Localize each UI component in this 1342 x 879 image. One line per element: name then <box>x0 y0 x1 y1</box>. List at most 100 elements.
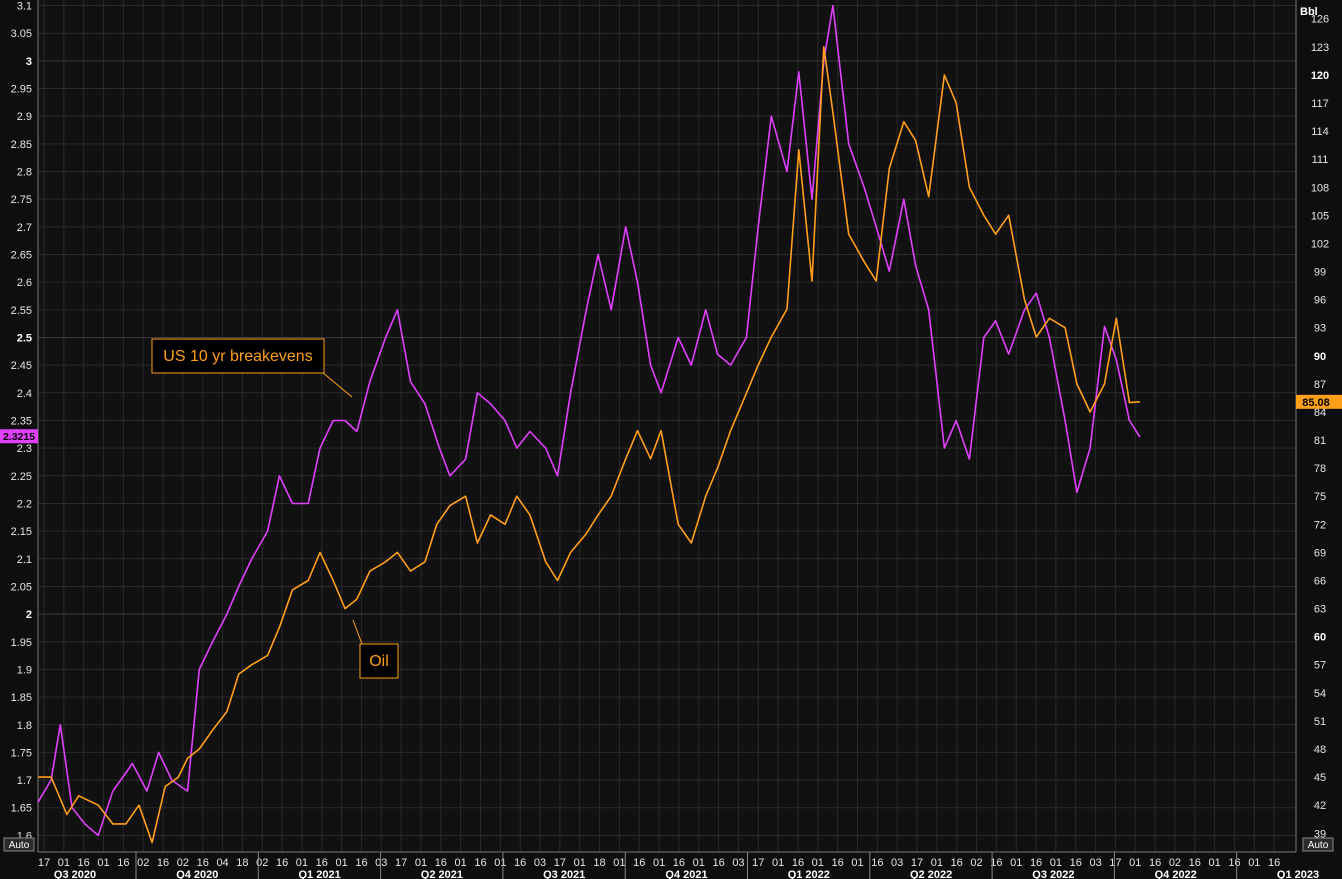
quarter-label: Q2 2022 <box>910 869 952 879</box>
x-tick-label: 17 <box>752 857 764 869</box>
x-tick-label: 17 <box>395 857 407 869</box>
quarter-label: Q4 2020 <box>176 869 218 879</box>
left-tick-label: 2.6 <box>17 277 32 289</box>
left-tick-label: 3 <box>26 56 32 68</box>
left-tick-label: 2.55 <box>11 305 32 317</box>
left-tick-label: 1.7 <box>17 775 32 787</box>
oil-callout-text: Oil <box>369 653 389 670</box>
right-tick-label: 60 <box>1314 632 1326 644</box>
left-current-value: 2.3215 <box>3 431 35 443</box>
x-tick-label: 03 <box>732 857 744 869</box>
left-tick-label: 1.9 <box>17 664 32 676</box>
right-tick-label: 39 <box>1314 828 1326 840</box>
x-tick-label: 16 <box>276 857 288 869</box>
right-tick-label: 90 <box>1314 351 1326 363</box>
breakevens-callout-leader <box>321 371 353 398</box>
x-tick-label: 03 <box>891 857 903 869</box>
right-auto-button[interactable] <box>1302 837 1334 852</box>
x-tick-label: 01 <box>296 857 308 869</box>
right-tick-label: 120 <box>1311 70 1329 82</box>
left-tick-label: 2.05 <box>11 581 32 593</box>
quarter-label: Q4 2022 <box>1155 869 1197 879</box>
x-tick-label: 01 <box>58 857 70 869</box>
x-tick-label: 17 <box>911 857 923 869</box>
left-tick-label: 2.35 <box>11 415 32 427</box>
right-auto-label: Auto <box>1308 840 1329 851</box>
quarter-label: Q3 2021 <box>543 869 585 879</box>
left-tick-label: 2 <box>26 609 32 621</box>
right-tick-label: 42 <box>1314 800 1326 812</box>
breakevens-callout-box <box>151 338 325 374</box>
breakevens-series-line <box>37 4 1141 837</box>
right-tick-label: 54 <box>1314 688 1326 700</box>
x-tick-label: 02 <box>137 857 149 869</box>
x-tick-label: 01 <box>653 857 665 869</box>
quarter-label: Q1 2023 <box>1277 869 1319 879</box>
x-tick-label: 01 <box>1209 857 1221 869</box>
x-tick-label: 16 <box>316 857 328 869</box>
quarter-label: Q3 2022 <box>1032 869 1074 879</box>
quarter-label: Q2 2021 <box>421 869 463 879</box>
x-tick-label: 16 <box>1228 857 1240 869</box>
left-tick-label: 2.45 <box>11 360 32 372</box>
x-tick-label: 01 <box>1010 857 1022 869</box>
right-tick-label: 81 <box>1314 435 1326 447</box>
x-tick-label: 01 <box>931 857 943 869</box>
left-tick-label: 3.1 <box>17 1 32 13</box>
x-tick-label: 01 <box>574 857 586 869</box>
x-tick-label: 01 <box>494 857 506 869</box>
x-tick-label: 16 <box>1268 857 1280 869</box>
x-tick-label: 18 <box>593 857 605 869</box>
right-tick-label: 96 <box>1314 295 1326 307</box>
x-tick-label: 01 <box>1050 857 1062 869</box>
right-tick-label: 93 <box>1314 323 1326 335</box>
x-tick-label: 02 <box>177 857 189 869</box>
right-tick-label: 72 <box>1314 519 1326 531</box>
x-tick-label: 16 <box>197 857 209 869</box>
quarter-label: Q3 2020 <box>54 869 96 879</box>
x-tick-label: 16 <box>871 857 883 869</box>
x-tick-label: 03 <box>375 857 387 869</box>
x-tick-label: 01 <box>693 857 705 869</box>
x-tick-label: 17 <box>38 857 50 869</box>
left-tick-label: 2.3 <box>17 443 32 455</box>
right-tick-label: 69 <box>1314 547 1326 559</box>
right-tick-label: 66 <box>1314 575 1326 587</box>
x-tick-label: 02 <box>256 857 268 869</box>
left-auto-label: Auto <box>9 840 30 851</box>
right-tick-label: 63 <box>1314 604 1326 616</box>
x-tick-label: 03 <box>534 857 546 869</box>
breakevens-callout-text: US 10 yr breakevens <box>163 348 312 365</box>
left-tick-label: 2.15 <box>11 526 32 538</box>
right-tick-label: 45 <box>1314 772 1326 784</box>
left-tick-label: 2.25 <box>11 471 32 483</box>
left-tick-label: 1.75 <box>11 747 32 759</box>
right-tick-label: 75 <box>1314 491 1326 503</box>
x-tick-label: 01 <box>851 857 863 869</box>
x-tick-label: 16 <box>1189 857 1201 869</box>
x-tick-label: 16 <box>1070 857 1082 869</box>
right-tick-label: 102 <box>1311 238 1329 250</box>
x-tick-label: 01 <box>1248 857 1260 869</box>
x-tick-label: 16 <box>514 857 526 869</box>
right-axis-unit: Bbl <box>1300 6 1318 18</box>
x-tick-label: 16 <box>792 857 804 869</box>
right-current-value: 85.08 <box>1302 397 1330 409</box>
x-tick-label: 16 <box>633 857 645 869</box>
x-tick-label: 02 <box>1169 857 1181 869</box>
right-tick-label: 123 <box>1311 42 1329 54</box>
x-tick-label: 02 <box>970 857 982 869</box>
x-tick-label: 16 <box>78 857 90 869</box>
x-tick-label: 01 <box>613 857 625 869</box>
x-tick-label: 18 <box>236 857 248 869</box>
right-tick-label: 57 <box>1314 660 1326 672</box>
right-tick-label: 114 <box>1311 126 1329 138</box>
x-tick-label: 17 <box>554 857 566 869</box>
x-tick-label: 01 <box>1129 857 1141 869</box>
left-auto-button[interactable] <box>3 837 35 852</box>
x-tick-label: 17 <box>1109 857 1121 869</box>
x-tick-label: 16 <box>990 857 1002 869</box>
quarter-label: Q1 2021 <box>298 869 340 879</box>
x-tick-label: 16 <box>1030 857 1042 869</box>
